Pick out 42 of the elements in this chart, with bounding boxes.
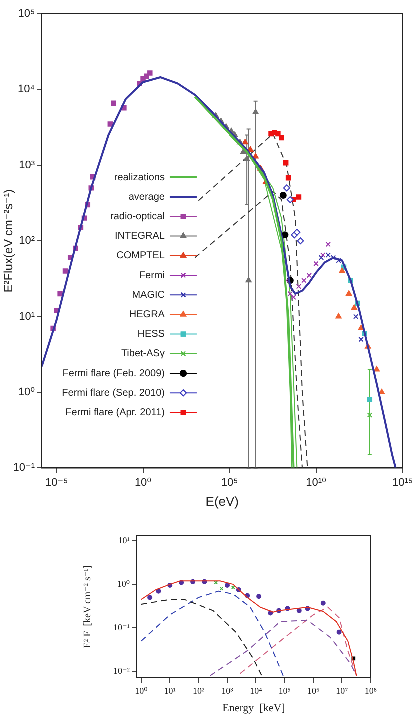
legend-label: COMPTEL (116, 250, 166, 262)
legend-label: HEGRA (129, 309, 166, 320)
x-tick-label: 10⁷ (336, 686, 348, 696)
x-tick-label: 10¹⁰ (306, 476, 328, 489)
y-axis-title: E² F [keV cm⁻² s⁻¹] (82, 566, 94, 648)
legend-label: Fermi (139, 270, 165, 282)
x-tick-label: 10² (192, 686, 205, 696)
y-tick-label: 10⁻² (114, 666, 130, 676)
x-tick-label: 10⁰ (134, 476, 152, 489)
legend-label: average (128, 192, 166, 203)
legend-label: MAGIC (132, 290, 165, 301)
legend-label: realizations (114, 172, 165, 184)
legend-label: HESS (138, 329, 166, 340)
x-tick-label: 10⁶ (307, 686, 320, 696)
x-tick-label: 10¹⁵ (392, 476, 414, 489)
y-tick-label: 10¹ (118, 535, 130, 546)
legend-label: radio-optical (110, 211, 165, 222)
x-tick-label: 10⁸ (364, 686, 377, 696)
x-tick-label: 10¹ (164, 686, 176, 696)
legend-label: INTEGRAL (114, 231, 166, 242)
x-tick-label: 10⁴ (250, 686, 262, 696)
x-tick-label: 10³ (222, 686, 234, 696)
y-tick-label: 10⁰ (18, 386, 36, 399)
x-axis-title: E(eV) (206, 494, 240, 509)
x-tick-label: 10⁵ (278, 686, 291, 696)
y-tick-label: 10⁰ (117, 578, 130, 589)
y-tick-label: 10¹ (19, 310, 36, 323)
legend-label: Fermi flare (Sep. 2010) (62, 388, 165, 399)
y-axis-title: E²Flux(eV cm⁻²s⁻¹) (2, 189, 16, 293)
x-tick-label: 10⁻⁵ (45, 476, 68, 489)
legend-label: Fermi flare (Apr. 2011) (66, 407, 165, 418)
x-axis-title: Energy [keV] (222, 702, 286, 714)
legend-label: Tibet-ASγ (121, 348, 165, 360)
y-tick-label: 10³ (19, 159, 36, 172)
y-tick-label: 10⁻¹ (13, 462, 36, 474)
y-tick-label: 10⁴ (18, 84, 36, 96)
x-tick-label: 10⁵ (221, 476, 238, 489)
y-tick-label: 10⁵ (18, 8, 35, 20)
x-tick-label: 10⁰ (135, 686, 148, 696)
y-tick-label: 10⁻¹ (114, 622, 130, 633)
legend-label: Fermi flare (Feb. 2009) (62, 368, 165, 380)
y-tick-label: 10² (19, 235, 36, 248)
